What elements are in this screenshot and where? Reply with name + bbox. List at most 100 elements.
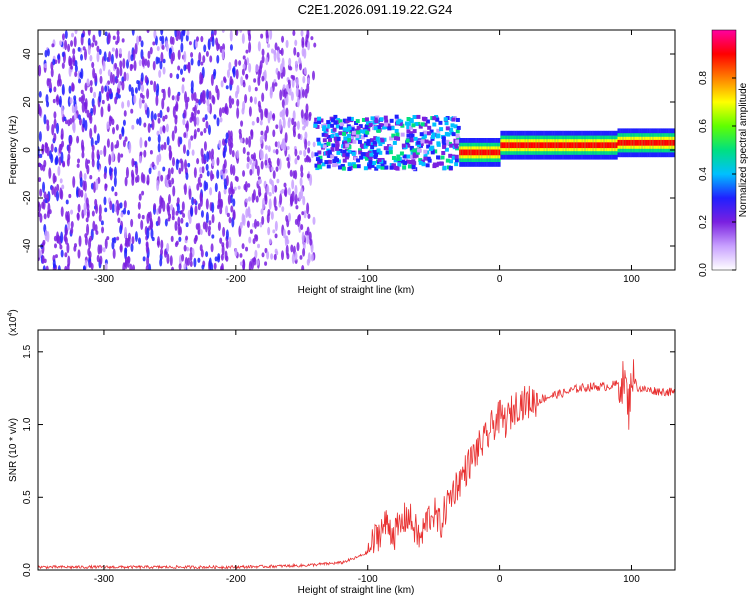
heatmap-cell <box>39 188 43 197</box>
heatmap-cell <box>167 167 171 180</box>
heatmap-cell <box>144 75 148 84</box>
heatmap-cell <box>333 120 338 125</box>
heatmap-cell <box>246 151 250 156</box>
heatmap-cell <box>281 188 285 194</box>
heatmap-cell <box>244 93 248 104</box>
heatmap-cell <box>130 218 134 228</box>
heatmap-cell <box>265 80 269 92</box>
x-tick-label: -200 <box>226 274 246 285</box>
heatmap-cell <box>181 253 185 262</box>
heatmap-cell <box>175 210 179 216</box>
heatmap-cell <box>83 207 87 216</box>
heatmap-cell <box>336 136 341 141</box>
heatmap-cell <box>317 141 322 146</box>
heatmap-cell <box>313 123 318 128</box>
heatmap-cell <box>177 216 181 227</box>
heatmap-cell <box>146 106 150 119</box>
heatmap-cell <box>241 107 245 115</box>
heatmap-cell <box>139 151 143 156</box>
heatmap-cell <box>62 162 66 168</box>
heatmap-cell <box>225 255 229 262</box>
heatmap-cell <box>301 211 305 216</box>
heatmap-cell <box>307 252 311 264</box>
heatmap-cell <box>120 211 124 218</box>
heatmap-cell <box>498 149 501 156</box>
heatmap-cell <box>136 118 140 125</box>
heatmap-cell <box>396 136 401 141</box>
heatmap-cell <box>270 180 274 187</box>
heatmap-cell <box>249 229 253 234</box>
heatmap-cell <box>104 262 108 270</box>
heatmap-cell <box>554 142 556 149</box>
heatmap-cell <box>302 247 306 257</box>
heatmap-cell <box>177 65 181 71</box>
heatmap-cell <box>322 138 327 143</box>
heatmap-cell <box>555 142 558 149</box>
heatmap-cell <box>179 68 183 76</box>
heatmap-cell <box>128 84 132 92</box>
heatmap-cell <box>92 104 96 116</box>
heatmap-cell <box>118 48 122 55</box>
heatmap-cell <box>73 112 77 121</box>
heatmap-cell <box>522 142 525 149</box>
heatmap-cell <box>99 68 103 75</box>
heatmap-cell <box>536 142 539 149</box>
heatmap-cell <box>77 114 81 120</box>
heatmap-cell <box>257 179 261 185</box>
heatmap-cell <box>188 188 192 200</box>
heatmap-cell <box>300 224 304 231</box>
heatmap-cell <box>221 242 225 248</box>
heatmap-cell <box>317 164 322 169</box>
heatmap-cell <box>411 123 416 128</box>
heatmap-cell <box>176 202 180 214</box>
heatmap-cell <box>168 179 172 185</box>
heatmap-cell <box>87 45 91 56</box>
heatmap-cell <box>48 88 52 93</box>
heatmap-cell <box>296 242 300 252</box>
heatmap-cell <box>409 145 414 150</box>
heatmap-cell <box>170 204 174 211</box>
heatmap-cell <box>351 162 356 167</box>
heatmap-cell <box>317 150 322 155</box>
heatmap-cell <box>487 149 490 156</box>
heatmap-cell <box>454 144 459 149</box>
heatmap-cell <box>478 149 481 156</box>
heatmap-cell <box>406 129 411 134</box>
heatmap-cell <box>222 226 226 237</box>
heatmap-cell <box>453 142 458 147</box>
heatmap-cell <box>59 40 63 46</box>
heatmap-cell <box>80 139 84 151</box>
heatmap-cell <box>270 253 274 260</box>
heatmap-cell <box>151 119 155 131</box>
heatmap-cell <box>444 141 449 146</box>
heatmap-cell <box>451 132 456 137</box>
heatmap-cell <box>130 108 134 114</box>
heatmap-cell <box>307 213 311 219</box>
heatmap-cell <box>57 73 61 84</box>
heatmap-cell <box>43 159 47 168</box>
heatmap-cell <box>88 261 92 268</box>
heatmap-cell <box>361 117 366 122</box>
heatmap-cell <box>45 265 49 270</box>
heatmap-cell <box>185 34 189 42</box>
heatmap-cell <box>295 205 299 210</box>
heatmap-cell <box>187 162 191 168</box>
heatmap-cell <box>241 243 245 250</box>
heatmap-cell <box>144 140 148 148</box>
heatmap-cell <box>196 127 200 133</box>
heatmap-cell <box>211 202 215 213</box>
heatmap-cell <box>65 199 69 205</box>
heatmap-cell <box>357 148 362 153</box>
heatmap-cell <box>387 126 392 131</box>
heatmap-cell <box>288 117 292 123</box>
heatmap-cell <box>481 149 484 156</box>
heatmap-cell <box>601 142 604 149</box>
heatmap-cell <box>611 142 613 149</box>
heatmap-cell <box>90 137 94 148</box>
heatmap-cell <box>423 156 428 161</box>
heatmap-cell <box>406 154 411 159</box>
y-tick-label: 1.5 <box>22 344 33 358</box>
heatmap-cell <box>398 121 403 126</box>
heatmap-cell <box>181 201 185 212</box>
heatmap-cell <box>109 200 113 211</box>
